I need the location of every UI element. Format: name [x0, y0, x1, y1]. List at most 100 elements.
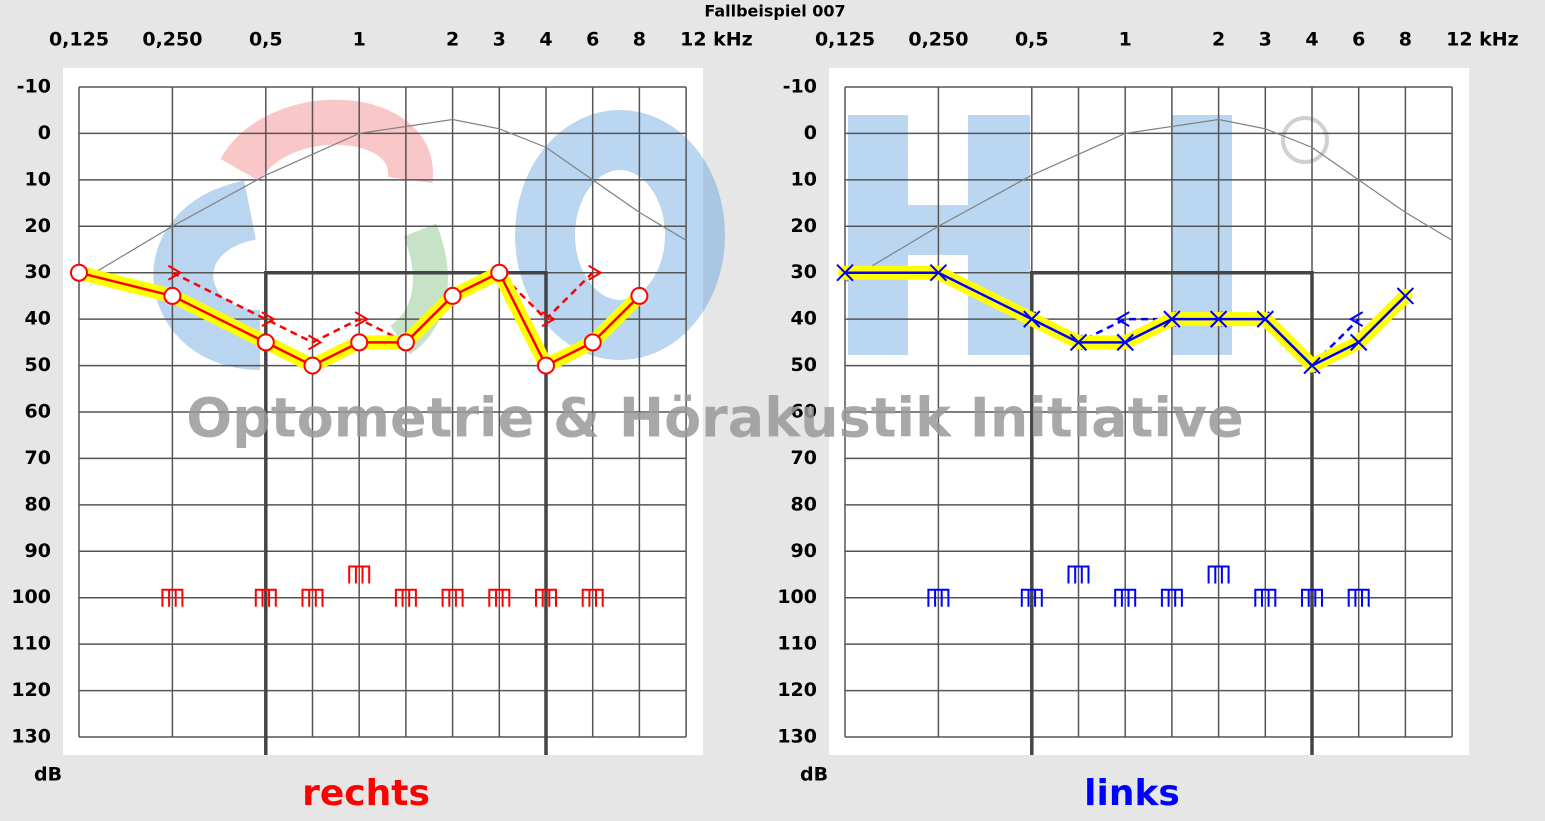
audiogram: -10 0 10 20 30 40 50 60 70 80 90 100 110 120 130 0,125 0…	[11, 29, 752, 815]
marker	[161, 588, 184, 607]
marker	[70, 263, 88, 282]
marker	[1254, 588, 1277, 607]
y-tick-label: 120	[11, 679, 51, 701]
x-tick-label: 3	[1259, 29, 1272, 51]
y-tick-label: 60	[25, 401, 51, 423]
speech-box	[264, 270, 548, 755]
y-tick-label: 70	[25, 447, 51, 469]
marker	[583, 333, 602, 352]
marker	[1396, 287, 1415, 305]
marker	[261, 311, 276, 328]
logo-o	[515, 110, 725, 360]
marker	[1209, 310, 1228, 328]
y-tick-label: 90	[25, 540, 51, 562]
marker	[1069, 333, 1088, 352]
x-tick-label: 0,250	[142, 29, 202, 51]
x-tick-label: 12 kHz	[680, 29, 753, 51]
data-line	[171, 271, 594, 344]
y-tick-label: -10	[17, 76, 51, 98]
y-tick-label: 20	[25, 215, 51, 237]
data-line	[78, 118, 687, 283]
marker	[443, 286, 462, 305]
marker	[588, 264, 603, 281]
x-tick-label: 6	[586, 29, 599, 51]
x-tick-label: 3	[493, 29, 506, 51]
marker	[1114, 588, 1137, 607]
y-tick-label: 110	[11, 633, 51, 655]
x-tick-label: 0,125	[49, 29, 109, 51]
marker	[1115, 311, 1130, 328]
data-line	[844, 118, 1453, 283]
y-tick-label: 90	[791, 540, 817, 562]
marker	[1163, 310, 1181, 328]
marker	[1020, 588, 1043, 607]
y-tick-label: 70	[791, 447, 817, 469]
marker	[354, 311, 370, 328]
audiogram: -10 0 10 20 30 40 50 60 70 80 90 100 110 120 130 0,125 0…	[777, 29, 1518, 815]
marker	[1303, 356, 1321, 375]
marker	[1349, 333, 1368, 352]
y-tick-label: 110	[777, 633, 817, 655]
y-tick-label: 60	[791, 401, 817, 423]
marker	[1023, 310, 1041, 328]
marker	[535, 588, 557, 607]
marker	[541, 311, 556, 328]
y-tick-label: 50	[25, 354, 51, 376]
y-tick-label: 40	[791, 308, 817, 330]
y-tick-label: 40	[25, 308, 51, 330]
y-tick-label: 10	[791, 168, 817, 190]
x-tick-label: 1	[353, 29, 366, 51]
chart-title: links	[1084, 773, 1180, 814]
y-axis-label: dB	[800, 764, 828, 786]
chart-title: rechts	[302, 773, 430, 814]
page-title: Fallbeispiel 007	[704, 2, 845, 21]
marker	[537, 356, 555, 375]
x-tick-label: 0,5	[249, 29, 283, 51]
marker	[1347, 588, 1370, 607]
marker	[581, 588, 604, 607]
x-tick-label: 6	[1352, 29, 1365, 51]
marker	[301, 588, 324, 607]
marker	[1348, 311, 1364, 328]
marker	[350, 333, 369, 352]
watermark: Optometrie & Hörakustik Initiative	[186, 387, 1243, 450]
marker	[836, 264, 854, 282]
y-tick-label: 130	[777, 726, 817, 748]
y-tick-label: 120	[777, 679, 817, 701]
marker	[307, 334, 323, 351]
marker	[1160, 588, 1183, 607]
x-tick-label: 12 kHz	[1446, 29, 1519, 51]
x-tick-label: 0,5	[1015, 29, 1049, 51]
x-tick-label: 8	[633, 29, 646, 51]
logo-registered	[1281, 116, 1329, 164]
marker	[256, 333, 275, 352]
marker	[630, 286, 649, 305]
y-tick-label: 20	[791, 215, 817, 237]
y-tick-label: 100	[777, 586, 817, 608]
marker	[396, 333, 415, 352]
x-tick-label: 4	[1305, 29, 1318, 51]
marker	[1116, 333, 1134, 352]
y-tick-label: 10	[25, 168, 51, 190]
y-tick-label: 50	[791, 354, 817, 376]
marker	[167, 264, 183, 281]
marker	[490, 263, 509, 282]
logo-c	[153, 180, 262, 370]
marker	[394, 588, 417, 607]
y-tick-label: 30	[25, 261, 51, 283]
x-tick-label: 8	[1399, 29, 1412, 51]
x-tick-label: 2	[446, 29, 459, 51]
y-tick-label: 0	[38, 122, 51, 144]
marker	[1256, 310, 1275, 328]
y-tick-label: 80	[791, 493, 817, 515]
speech-box	[1030, 270, 1314, 755]
y-tick-label: 0	[804, 122, 817, 144]
y-tick-label: 30	[791, 261, 817, 283]
x-tick-label: 2	[1212, 29, 1225, 51]
marker	[163, 286, 182, 305]
marker	[441, 588, 464, 607]
y-tick-label: -10	[783, 76, 817, 98]
